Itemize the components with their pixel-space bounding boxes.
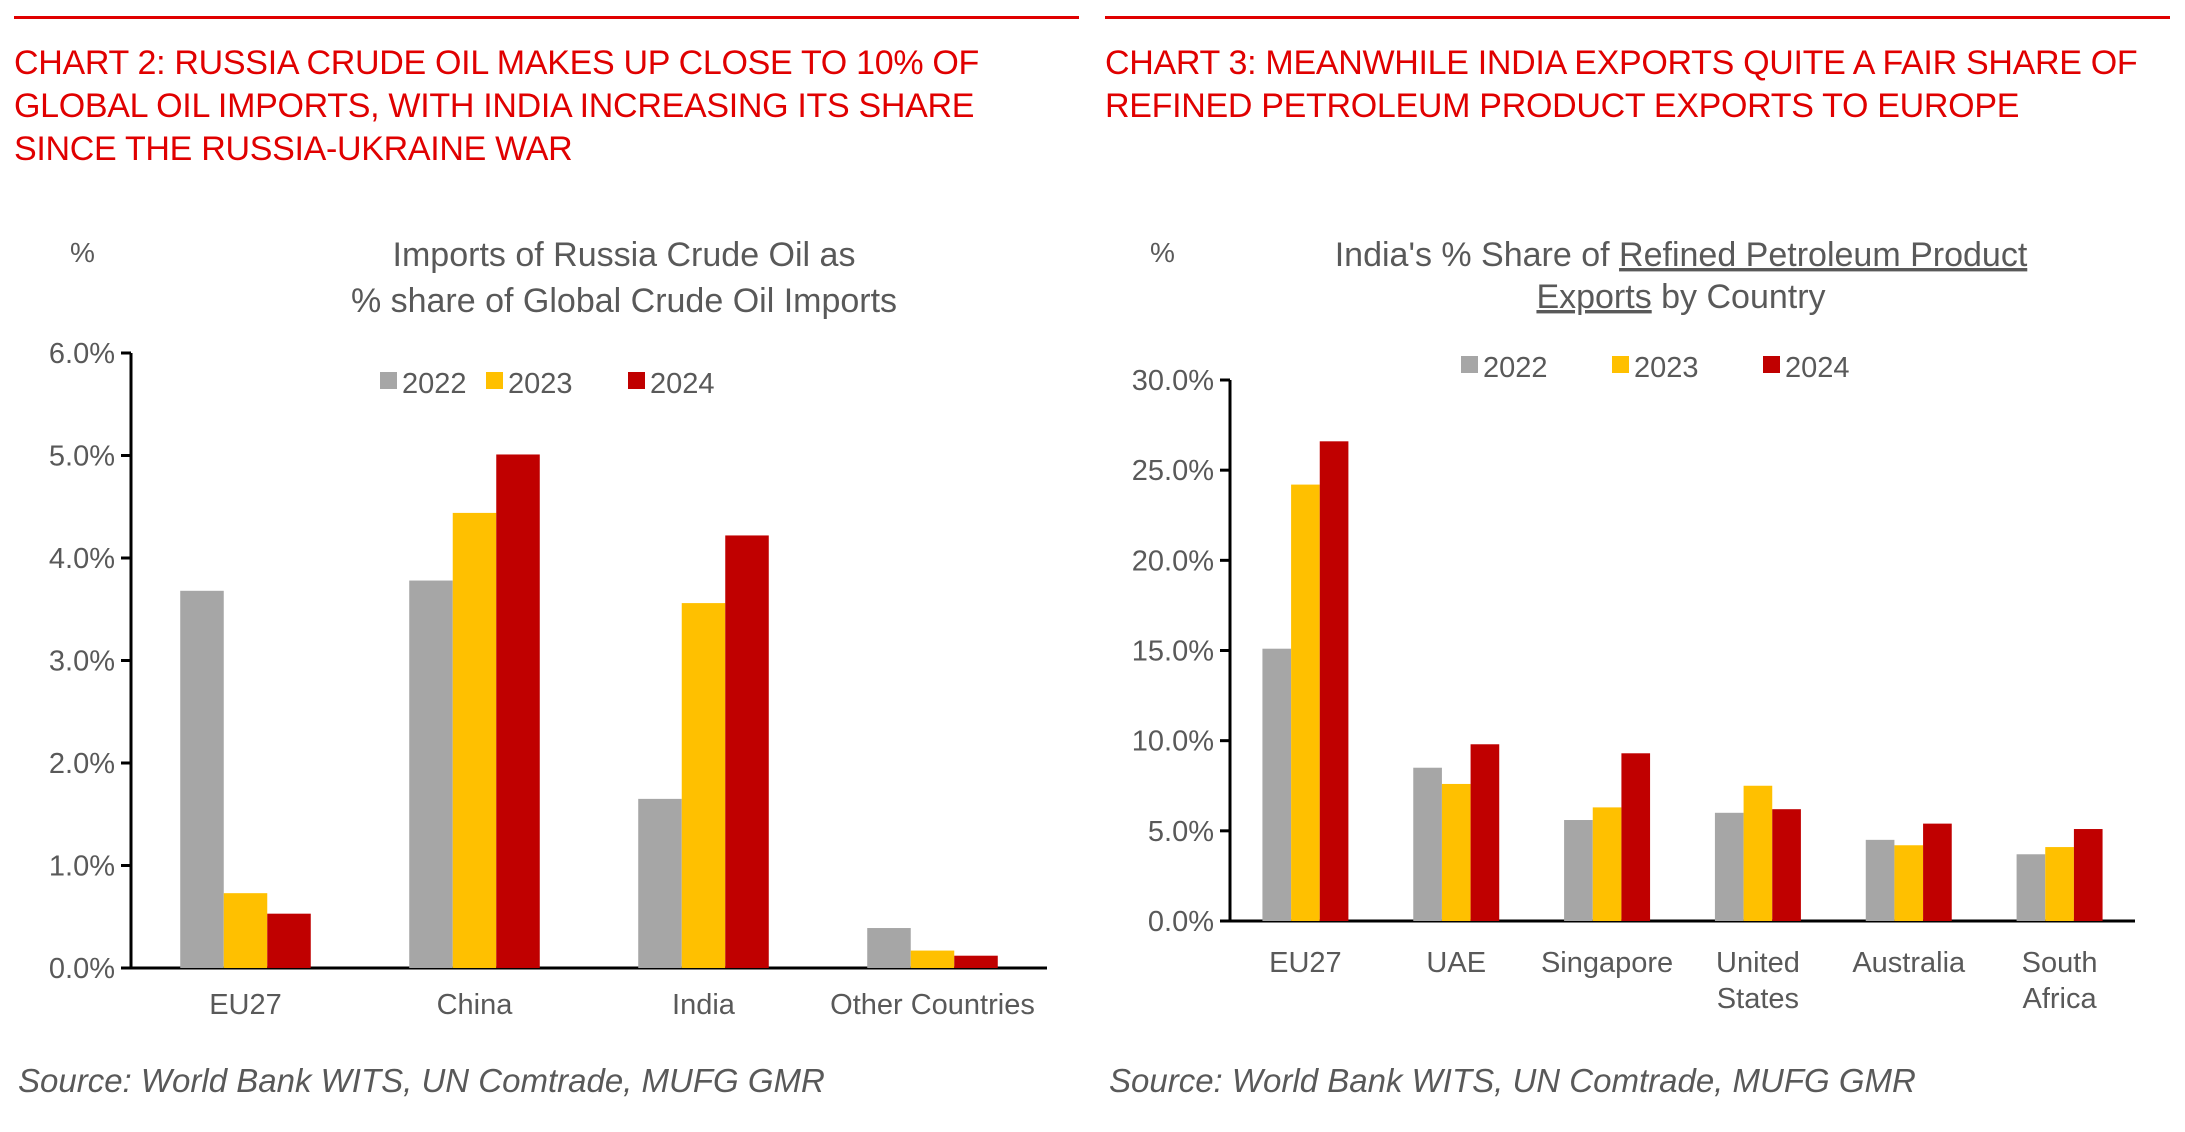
chart-title-line: Exports by Country [1536, 278, 1825, 316]
y-unit-label: % [70, 237, 95, 268]
x-category-label: Singapore [1541, 947, 1673, 979]
legend-label-2024: 2024 [1785, 352, 1850, 384]
x-category-label: Africa [2023, 983, 2098, 1015]
x-category-label: States [1717, 983, 1799, 1015]
bar-2022 [180, 590, 224, 968]
bar-2023 [452, 512, 497, 968]
bar-2023 [1291, 484, 1320, 921]
legend-label-2022: 2022 [402, 368, 467, 400]
y-tick-label: 2.0% [49, 748, 115, 780]
bar-2022 [409, 580, 453, 968]
bar-2024 [1772, 809, 1801, 921]
chart-3-plot: % India's % Share of Refined Petroleum Pr… [1132, 236, 2135, 1015]
bar-2024 [267, 913, 311, 968]
y-tick-label: 5.0% [1148, 816, 1214, 848]
bar-2022 [1865, 839, 1895, 921]
y-tick-label: 6.0% [49, 338, 115, 370]
y-tick-label: 3.0% [49, 646, 115, 678]
bar-2022 [2016, 854, 2046, 921]
legend-label-2024: 2024 [650, 368, 715, 400]
chart-title-line: India's % Share of Refined Petroleum Pro… [1335, 236, 2028, 274]
x-category-label: United [1716, 947, 1800, 979]
x-category-label: Australia [1852, 947, 1966, 979]
title-underlined-span: Refined Petroleum Product [1619, 236, 2028, 274]
bar-2024 [954, 955, 998, 968]
chart-title-line: % share of Global Crude Oil Imports [351, 282, 897, 320]
title-span: India's % Share of [1335, 236, 1619, 274]
chart-3-source: Source: World Bank WITS, UN Comtrade, MU… [1109, 1062, 1916, 1099]
bar-2024 [1923, 823, 1952, 921]
y-tick-label: 1.0% [49, 851, 115, 883]
y-tick-label: 20.0% [1132, 545, 1214, 577]
y-tick-label: 4.0% [49, 543, 115, 575]
bar-2022 [867, 928, 911, 968]
x-category-label: UAE [1426, 947, 1486, 979]
bar-2023 [681, 603, 726, 968]
legend-label-2023: 2023 [1634, 352, 1699, 384]
y-tick-label: 5.0% [49, 441, 115, 473]
legend-swatch-2022 [380, 372, 397, 389]
bar-2023 [910, 950, 955, 968]
bar-2024 [1621, 753, 1651, 921]
bar-2022 [1714, 812, 1744, 921]
legend-swatch-2023 [1612, 356, 1629, 373]
x-category-label: EU27 [209, 989, 282, 1021]
legend-label-2023: 2023 [508, 368, 573, 400]
bar-2022 [1564, 820, 1593, 921]
chart-title-line: Imports of Russia Crude Oil as [393, 236, 856, 274]
bar-2023 [223, 893, 268, 968]
bar-2024 [2073, 829, 2103, 921]
chart-3-panel: CHART 3: MEANWHILE INDIA EXPORTS QUITE A… [1105, 0, 2180, 1132]
legend-label-2022: 2022 [1483, 352, 1548, 384]
chart-2-headline: CHART 2: RUSSIA CRUDE OIL MAKES UP CLOSE… [14, 44, 980, 168]
chart-2-source: Source: World Bank WITS, UN Comtrade, MU… [18, 1062, 825, 1099]
x-category-label: South [2022, 947, 2098, 979]
bar-2023 [1441, 783, 1471, 921]
bar-2023 [1894, 845, 1924, 921]
legend-swatch-2022 [1461, 356, 1478, 373]
legend-swatch-2023 [486, 372, 503, 389]
bar-2022 [1413, 767, 1442, 921]
bar-2024 [725, 535, 769, 968]
bar-2023 [2045, 847, 2074, 921]
y-unit-label: % [1150, 237, 1175, 268]
legend-swatch-2024 [1763, 356, 1780, 373]
x-category-label: China [437, 989, 514, 1021]
bar-2024 [1319, 441, 1349, 921]
y-tick-label: 25.0% [1132, 455, 1214, 487]
y-tick-label: 0.0% [49, 953, 115, 985]
title-span: by Country [1652, 278, 1826, 316]
bar-2022 [638, 798, 682, 968]
chart-3-headline: CHART 3: MEANWHILE INDIA EXPORTS QUITE A… [1105, 44, 2138, 125]
legend-swatch-2024 [628, 372, 645, 389]
y-tick-label: 10.0% [1132, 726, 1214, 758]
bar-2024 [496, 454, 540, 969]
bar-2023 [1592, 807, 1622, 921]
x-category-label: India [672, 989, 736, 1021]
y-tick-label: 30.0% [1132, 365, 1214, 397]
x-category-label: EU27 [1269, 947, 1342, 979]
chart-2-plot: % Imports of Russia Crude Oil as % share o… [49, 236, 1047, 1021]
y-tick-label: 15.0% [1132, 636, 1214, 668]
title-underlined-span: Exports [1536, 278, 1651, 316]
bar-2023 [1743, 785, 1773, 921]
y-tick-label: 0.0% [1148, 906, 1214, 938]
bar-2022 [1262, 648, 1292, 921]
top-rule [14, 16, 1079, 19]
x-category-label: Other Countries [830, 989, 1035, 1021]
bar-2024 [1470, 744, 1500, 921]
chart-2-panel: CHART 2: RUSSIA CRUDE OIL MAKES UP CLOSE… [14, 0, 1089, 1132]
top-rule [1105, 16, 2170, 19]
